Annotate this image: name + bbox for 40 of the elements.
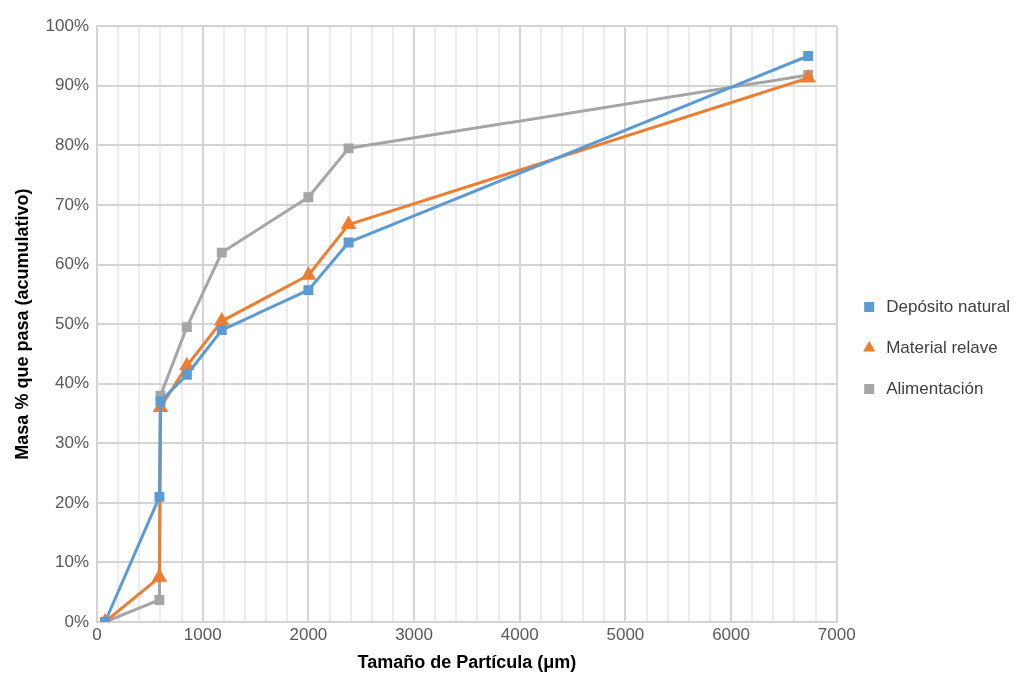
x-tick-label: 7000 [817,624,856,644]
legend-label: Alimentación [886,378,984,398]
point [803,51,814,61]
point [154,595,165,605]
point [216,247,227,258]
point [340,215,357,230]
legend-label: Depósito natural [886,296,1011,316]
y-tick-label: 60% [55,254,90,274]
y-tick-label: 10% [55,552,90,572]
point [181,369,192,380]
point [154,491,165,502]
y-tick-label: 70% [55,194,90,214]
x-tick-label: 4000 [500,624,539,644]
y-tick-label: 0% [64,611,90,631]
y-tick-label: 50% [55,313,90,333]
point [155,396,166,407]
y-tick-label: 90% [55,75,90,95]
x-tick-label: 3000 [395,624,433,644]
y-tick-label: 20% [55,492,90,512]
x-tick-label: 5000 [606,624,645,644]
y-axis-title: Masa % que pasa (acumulativo) [11,188,32,460]
x-tick-label: 0 [92,624,102,644]
y-tick-label: 100% [45,15,90,35]
x-tick-label: 1000 [183,624,222,644]
x-tick-label: 2000 [289,624,328,644]
y-tick-label: 30% [55,432,90,452]
point [151,568,168,582]
point [300,266,317,280]
point [343,237,354,248]
point [303,285,314,296]
point [213,312,230,326]
x-axis-title: Tamaño de Partícula (μm) [357,652,577,673]
point [343,143,354,154]
y-tick-label: 80% [55,135,90,155]
y-tick-label: 40% [55,373,90,393]
x-tick-label: 6000 [712,624,750,644]
point [303,192,314,203]
point [216,325,227,336]
legend-label: Material relave [886,337,998,357]
point [181,322,192,333]
